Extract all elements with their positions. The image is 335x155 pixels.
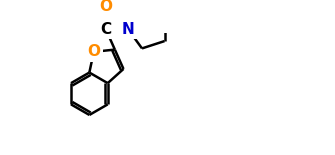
Text: N: N <box>122 22 134 37</box>
Text: C: C <box>100 22 111 37</box>
Text: O: O <box>87 44 100 59</box>
Text: O: O <box>99 0 112 14</box>
